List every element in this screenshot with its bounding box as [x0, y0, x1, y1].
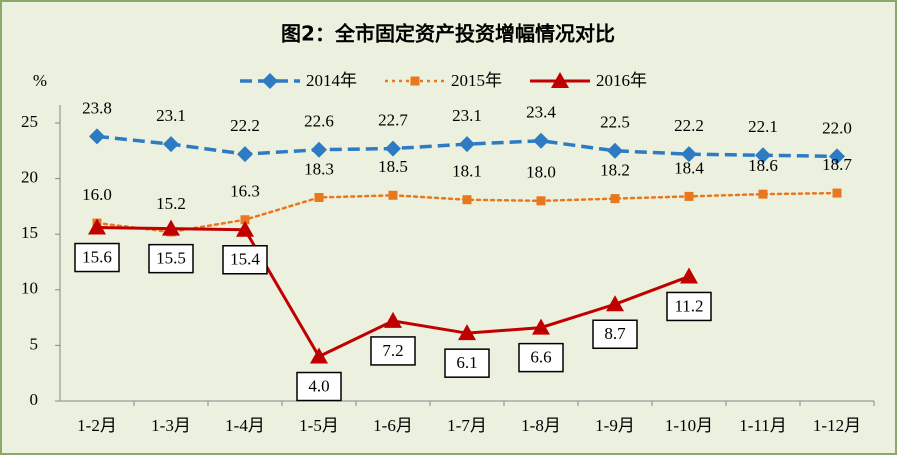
data-label: 22.0 [822, 118, 852, 137]
x-tick-label: 1-3月 [151, 416, 191, 435]
y-tick-label: 15 [21, 223, 38, 242]
data-label: 23.1 [452, 106, 482, 125]
x-tick-label: 1-4月 [225, 416, 265, 435]
data-label-box [518, 342, 564, 373]
data-label: 16.3 [230, 182, 260, 201]
data-point [88, 218, 106, 235]
data-point [236, 220, 254, 237]
y-tick-label: 25 [21, 112, 38, 131]
data-label: 22.7 [378, 110, 408, 129]
data-point [310, 347, 328, 364]
data-point [237, 146, 253, 163]
data-label: 15.6 [82, 247, 112, 266]
data-point [385, 140, 401, 157]
data-label: 22.6 [304, 112, 334, 131]
data-label: 18.3 [304, 159, 334, 178]
data-point [606, 295, 624, 312]
data-label: 23.4 [526, 103, 556, 122]
data-label: 11.2 [674, 296, 703, 315]
data-label: 22.2 [674, 116, 704, 135]
data-label-box [148, 243, 194, 274]
data-label: 7.2 [382, 341, 403, 360]
y-axis-label: % [33, 71, 47, 90]
data-label-box [592, 319, 638, 350]
chart-title: 图2：全市固定资产投资增幅情况对比 [281, 22, 615, 46]
data-label: 23.8 [82, 98, 112, 117]
data-label: 18.4 [674, 158, 704, 177]
legend-marker [551, 72, 569, 88]
data-point [684, 191, 694, 201]
data-point [89, 128, 105, 145]
data-label-box [444, 348, 490, 378]
data-point [311, 141, 327, 158]
data-point [607, 142, 623, 159]
x-tick-label: 1-9月 [595, 416, 635, 435]
data-point [610, 194, 620, 204]
data-point [240, 215, 250, 225]
data-label: 15.4 [230, 250, 260, 269]
data-label: 8.7 [604, 324, 626, 343]
data-point [163, 136, 179, 153]
x-tick-label: 1-5月 [299, 416, 339, 435]
data-label-box [370, 336, 416, 366]
data-label: 22.5 [600, 113, 630, 132]
data-label: 18.0 [526, 163, 556, 182]
data-label: 6.1 [456, 353, 477, 372]
data-point [532, 318, 550, 335]
data-point [681, 146, 697, 163]
data-label-box [666, 291, 712, 322]
data-point [758, 189, 768, 199]
data-label: 18.6 [748, 156, 778, 175]
data-label: 4.0 [308, 376, 329, 395]
data-point [458, 324, 476, 341]
x-tick-label: 1-11月 [739, 416, 787, 435]
data-label: 15.2 [156, 194, 186, 213]
data-point [832, 188, 842, 198]
y-tick-label: 20 [21, 168, 38, 187]
x-tick-label: 1-8月 [521, 416, 561, 435]
data-point [533, 132, 549, 149]
data-point [536, 196, 546, 206]
data-point [680, 267, 698, 284]
x-tick-label: 1-12月 [813, 416, 861, 435]
data-label-box [296, 371, 342, 402]
data-label: 6.6 [530, 348, 551, 367]
data-label: 18.5 [378, 157, 408, 176]
y-tick-label: 10 [21, 279, 38, 298]
data-label: 18.2 [600, 161, 630, 180]
y-tick-label: 5 [30, 334, 39, 353]
data-label: 22.1 [748, 117, 778, 136]
x-tick-label: 1-6月 [373, 416, 413, 435]
data-point [384, 311, 402, 328]
y-tick-label: 0 [30, 390, 39, 409]
legend-marker [262, 73, 278, 89]
x-tick-label: 1-2月 [77, 416, 117, 435]
data-label: 15.5 [156, 249, 186, 268]
legend-label: 2015年 [451, 71, 502, 90]
data-point [459, 136, 475, 153]
legend-label: 2016年 [596, 71, 647, 90]
data-label: 22.2 [230, 116, 260, 135]
data-point [755, 147, 771, 164]
x-tick-label: 1-10月 [665, 416, 713, 435]
data-label: 18.1 [452, 162, 482, 181]
x-tick-label: 1-7月 [447, 416, 487, 435]
data-label: 23.1 [156, 106, 186, 125]
legend-marker [410, 76, 420, 86]
data-label-box [222, 245, 268, 275]
data-point [162, 219, 180, 236]
data-point [314, 193, 324, 203]
data-label-box [74, 242, 120, 273]
data-label: 16.0 [82, 185, 112, 204]
data-point [829, 148, 845, 165]
data-point [388, 190, 398, 200]
legend-label: 2014年 [306, 71, 357, 90]
data-label: 18.7 [822, 155, 852, 174]
data-point [462, 195, 472, 205]
